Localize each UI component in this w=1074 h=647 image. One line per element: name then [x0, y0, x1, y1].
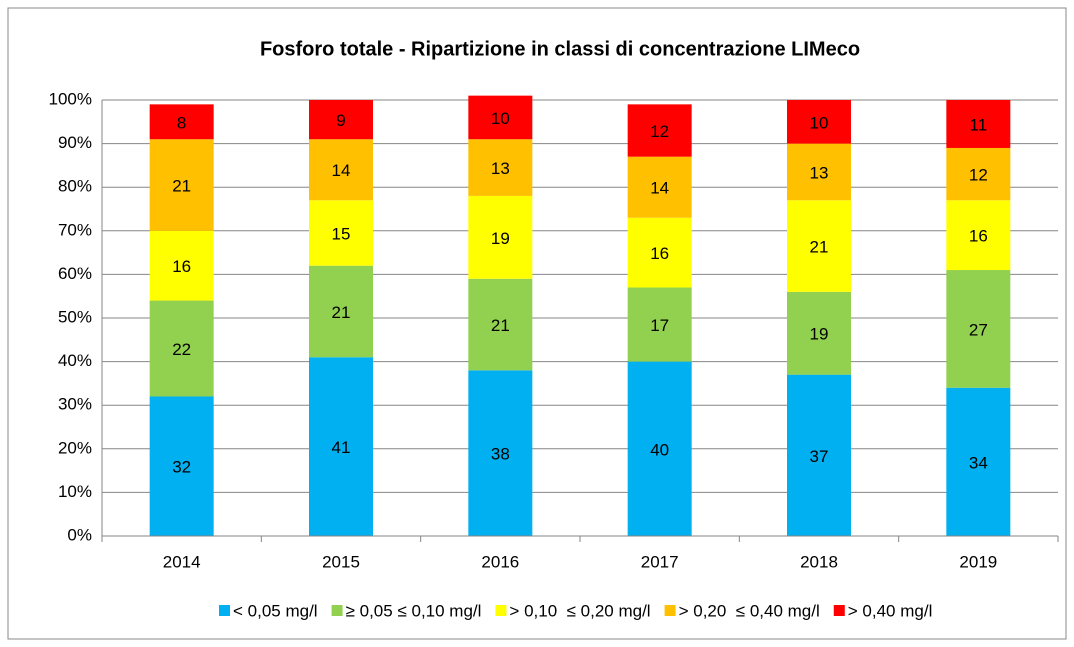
data-label: 32 [172, 458, 191, 477]
x-tick-label: 2018 [800, 552, 838, 571]
data-label: 21 [172, 177, 191, 196]
bar-segment [149, 104, 214, 140]
data-label: 34 [969, 453, 988, 472]
bar-segment [627, 287, 692, 362]
bar-segment [787, 291, 851, 375]
bar-segment [787, 100, 851, 144]
data-label: 40 [650, 440, 669, 459]
data-label: 13 [810, 163, 829, 182]
x-tick-label: 2016 [481, 552, 519, 571]
bar-segment [309, 100, 373, 140]
bar-segment [468, 195, 533, 279]
bar-segment [946, 387, 1011, 536]
bar-segment [946, 147, 1011, 201]
data-label: 9 [336, 111, 345, 130]
data-label: 16 [650, 244, 669, 263]
bar-segment [468, 278, 533, 371]
y-tick-label: 20% [58, 438, 92, 457]
bar-segment [149, 230, 214, 301]
bar-segment [627, 156, 692, 218]
legend-swatch [664, 605, 676, 616]
bar-segment [468, 139, 533, 196]
legend-label: < 0,05 mg/l [233, 601, 318, 620]
bar-segment [309, 139, 373, 201]
legend-swatch [495, 605, 507, 616]
bar-segment [787, 200, 851, 292]
x-tick-label: 2017 [641, 552, 679, 571]
data-label: 10 [491, 109, 510, 128]
y-tick-label: 50% [58, 307, 92, 326]
legend-swatch [219, 605, 230, 616]
data-label: 19 [810, 325, 829, 344]
y-tick-label: 60% [58, 264, 92, 283]
bar-segment [309, 200, 373, 266]
bar-segment [787, 143, 851, 201]
data-label: 21 [332, 303, 351, 322]
legend-swatch [833, 605, 845, 616]
bar-segment [946, 270, 1011, 388]
y-tick-label: 90% [58, 133, 92, 152]
data-label: 38 [491, 445, 510, 464]
bar-segment [787, 374, 851, 536]
data-label: 27 [969, 320, 988, 339]
bar-segment [627, 217, 692, 288]
data-label: 12 [969, 166, 988, 185]
y-tick-label: 100% [49, 89, 92, 108]
data-label: 41 [332, 438, 351, 457]
bar-segment [149, 300, 214, 397]
bar-segment [149, 396, 214, 536]
y-tick-label: 30% [58, 395, 92, 414]
x-tick-label: 2019 [959, 552, 997, 571]
legend-label: > 0,10 ≤ 0,20 mg/l [509, 601, 650, 620]
y-tick-label: 70% [58, 220, 92, 239]
x-tick-label: 2015 [322, 552, 360, 571]
data-label: 12 [650, 122, 669, 141]
bar-segment [468, 95, 533, 140]
data-label: 21 [491, 316, 510, 335]
data-label: 37 [810, 447, 829, 466]
y-tick-label: 0% [67, 525, 92, 544]
data-label: 19 [491, 229, 510, 248]
bar-segment [627, 104, 692, 157]
data-label: 16 [969, 227, 988, 246]
x-tick-label: 2014 [163, 552, 201, 571]
data-label: 14 [650, 179, 669, 198]
bar-segment [627, 361, 692, 536]
legend-label: ≥ 0,05 ≤ 0,10 mg/l [346, 601, 482, 620]
chart-title: Fosforo totale - Ripartizione in classi … [260, 38, 860, 60]
legend-label: > 0,20 ≤ 0,40 mg/l [679, 601, 820, 620]
legend-label: > 0,40 mg/l [848, 601, 933, 620]
legend-swatch [331, 605, 343, 616]
bar-segment [946, 100, 1011, 148]
y-tick-label: 40% [58, 351, 92, 370]
data-label: 14 [332, 161, 351, 180]
bar-segment [946, 200, 1011, 271]
data-label: 11 [970, 115, 988, 134]
data-label: 22 [172, 340, 191, 359]
y-tick-label: 10% [58, 482, 92, 501]
y-tick-label: 80% [58, 177, 92, 196]
bar-segment [309, 265, 373, 358]
bar-segment [149, 139, 214, 231]
data-label: 16 [172, 257, 191, 276]
data-label: 21 [810, 238, 829, 257]
bar-segment [468, 370, 533, 536]
data-label: 17 [650, 316, 669, 335]
data-label: 15 [332, 224, 351, 243]
data-label: 10 [810, 113, 829, 132]
data-label: 8 [177, 113, 186, 132]
data-label: 13 [491, 159, 510, 178]
bar-segment [309, 357, 373, 536]
